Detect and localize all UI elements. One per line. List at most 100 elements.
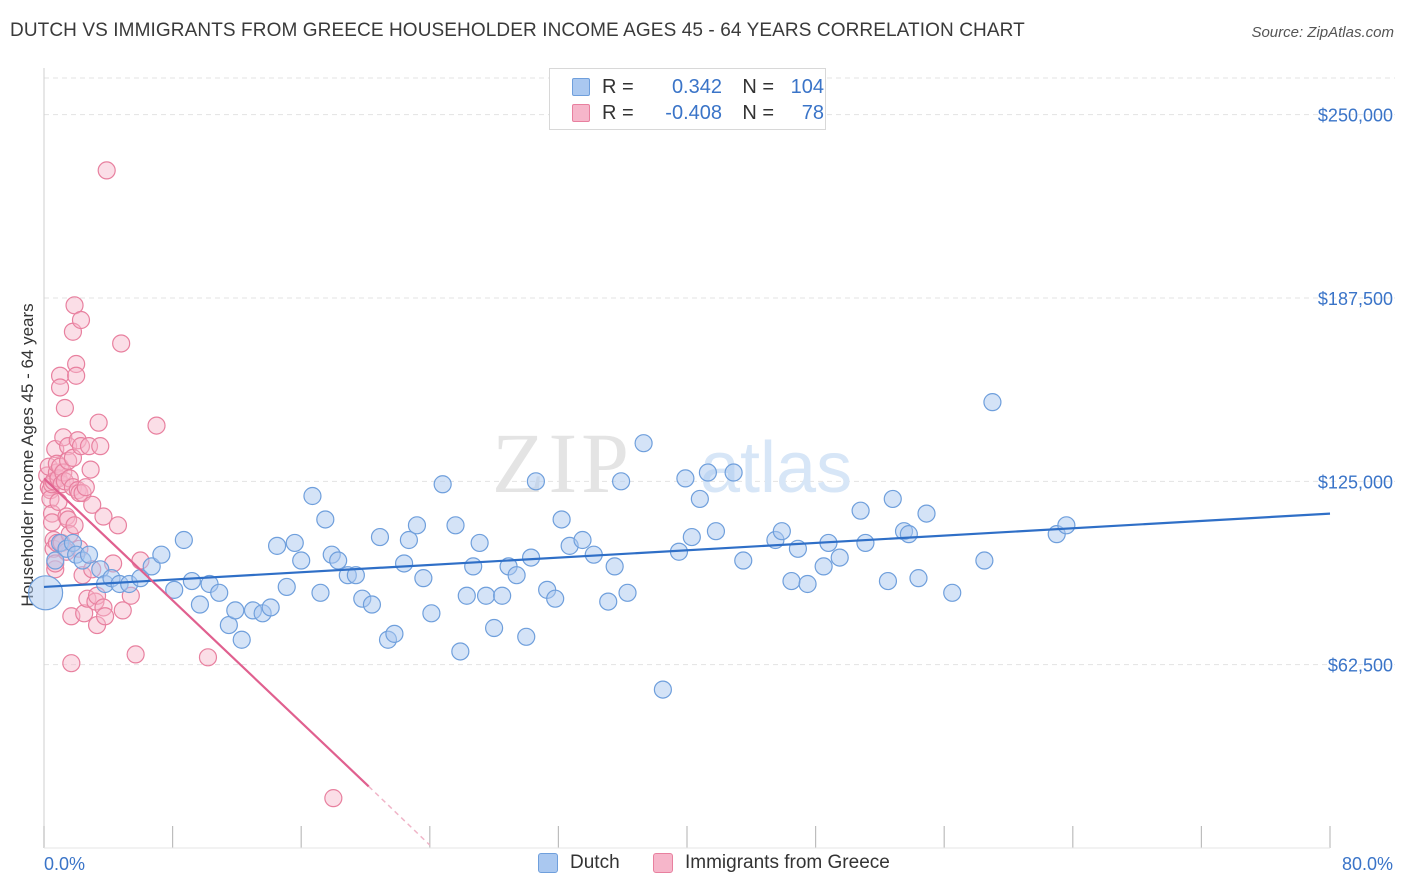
dutch-point bbox=[190, 595, 210, 614]
dutch-point bbox=[329, 551, 348, 570]
legend-row-dutch: R = 0.342 N = 104 bbox=[572, 74, 824, 100]
dutch-point bbox=[370, 527, 390, 547]
dutch-point bbox=[422, 604, 441, 623]
trend-lines bbox=[43, 477, 1331, 846]
legend-r-value: -0.408 bbox=[665, 101, 722, 124]
dutch-point bbox=[909, 569, 928, 588]
watermark: ZIP atlas bbox=[492, 415, 852, 511]
y-tick-label: $187,500 bbox=[1318, 289, 1393, 309]
dutch-point bbox=[311, 583, 330, 602]
legend-n-value: 104 bbox=[790, 75, 824, 98]
dutch-point bbox=[165, 580, 184, 599]
dutch-point bbox=[232, 630, 251, 649]
greece-legend-swatch bbox=[653, 853, 673, 873]
dutch-point bbox=[142, 557, 161, 576]
greece-point bbox=[147, 416, 166, 435]
dutch-point bbox=[830, 548, 849, 567]
dutch-point bbox=[599, 592, 618, 611]
greece-trend-extension bbox=[368, 785, 431, 846]
dutch-point bbox=[414, 569, 433, 588]
greece-point bbox=[113, 601, 132, 620]
dutch-point bbox=[285, 533, 304, 553]
dutch-point bbox=[546, 589, 565, 608]
greece-swatch bbox=[572, 104, 590, 122]
greece-point bbox=[75, 604, 94, 623]
dutch-point bbox=[682, 527, 701, 547]
greece-point bbox=[73, 483, 92, 503]
dutch-point bbox=[267, 536, 287, 555]
dutch-point bbox=[772, 522, 791, 541]
dutch-point-large bbox=[28, 575, 64, 611]
dutch-point bbox=[277, 577, 296, 597]
greece-point bbox=[83, 495, 102, 514]
dutch-point bbox=[493, 586, 512, 605]
greece-point bbox=[91, 437, 110, 456]
dutch-point bbox=[362, 595, 382, 614]
legend-box: R = 0.342 N = 104 R = -0.408 N = 78 bbox=[549, 68, 826, 130]
dutch-point bbox=[706, 522, 726, 541]
greece-point bbox=[198, 648, 218, 667]
dutch-point bbox=[798, 574, 817, 594]
dutch-point bbox=[814, 557, 833, 576]
dutch-series bbox=[28, 393, 1076, 699]
dutch-point bbox=[611, 472, 631, 491]
y-tick-label: $62,500 bbox=[1328, 656, 1393, 676]
dutch-point bbox=[552, 510, 571, 529]
dutch-point bbox=[634, 434, 653, 453]
watermark-zip: ZIP bbox=[492, 415, 633, 511]
greece-legend-label: Immigrants from Greece bbox=[685, 852, 890, 873]
bottom-legend-dutch: Dutch bbox=[538, 852, 620, 874]
greece-point bbox=[112, 334, 131, 353]
dutch-point bbox=[883, 489, 902, 509]
dutch-point bbox=[316, 510, 335, 529]
legend-r-key: R = bbox=[602, 101, 634, 124]
axes bbox=[43, 68, 1331, 849]
legend-n-key: N = bbox=[742, 75, 774, 98]
dutch-point bbox=[182, 571, 201, 591]
greece-point bbox=[126, 645, 145, 664]
dutch-point bbox=[975, 551, 994, 570]
dutch-point bbox=[485, 618, 504, 638]
greece-point bbox=[67, 366, 86, 385]
greece-point bbox=[324, 789, 343, 808]
dutch-point bbox=[446, 516, 465, 535]
dutch-point bbox=[470, 533, 489, 553]
greece-trend-line bbox=[43, 477, 370, 788]
source-label: Source: ZipAtlas.com bbox=[1251, 24, 1394, 41]
y-tick-label: $250,000 bbox=[1318, 106, 1393, 126]
dutch-point bbox=[385, 624, 404, 643]
x-tick-label-min: 0.0% bbox=[44, 854, 85, 874]
dutch-point bbox=[399, 530, 419, 550]
greece-point bbox=[94, 507, 113, 526]
greece-point bbox=[54, 428, 73, 447]
dutch-point bbox=[851, 501, 870, 520]
legend-r-key: R = bbox=[602, 75, 634, 98]
dutch-point bbox=[226, 601, 245, 620]
bottom-legend: Dutch Immigrants from Greece bbox=[0, 852, 1406, 878]
greece-point bbox=[55, 398, 74, 418]
dutch-point bbox=[433, 475, 452, 494]
dutch-point bbox=[507, 566, 526, 585]
dutch-point bbox=[451, 642, 470, 661]
dutch-point bbox=[734, 551, 753, 570]
greece-point bbox=[81, 460, 100, 479]
dutch-point bbox=[394, 554, 414, 573]
dutch-point bbox=[899, 525, 918, 544]
dutch-point bbox=[618, 583, 637, 602]
dutch-point bbox=[676, 469, 695, 488]
dutch-legend-swatch bbox=[538, 853, 558, 873]
legend-n-value: 78 bbox=[801, 101, 824, 124]
dutch-point bbox=[457, 586, 476, 605]
dutch-point bbox=[174, 530, 193, 550]
dutch-point bbox=[917, 504, 936, 523]
greece-point bbox=[68, 431, 87, 450]
dutch-point bbox=[261, 598, 280, 617]
dutch-point bbox=[152, 545, 171, 564]
greece-point bbox=[59, 451, 78, 470]
greece-point bbox=[108, 516, 128, 535]
dutch-point bbox=[856, 533, 875, 553]
greece-point bbox=[95, 607, 115, 626]
dutch-point bbox=[292, 551, 311, 570]
greece-point bbox=[59, 437, 78, 456]
